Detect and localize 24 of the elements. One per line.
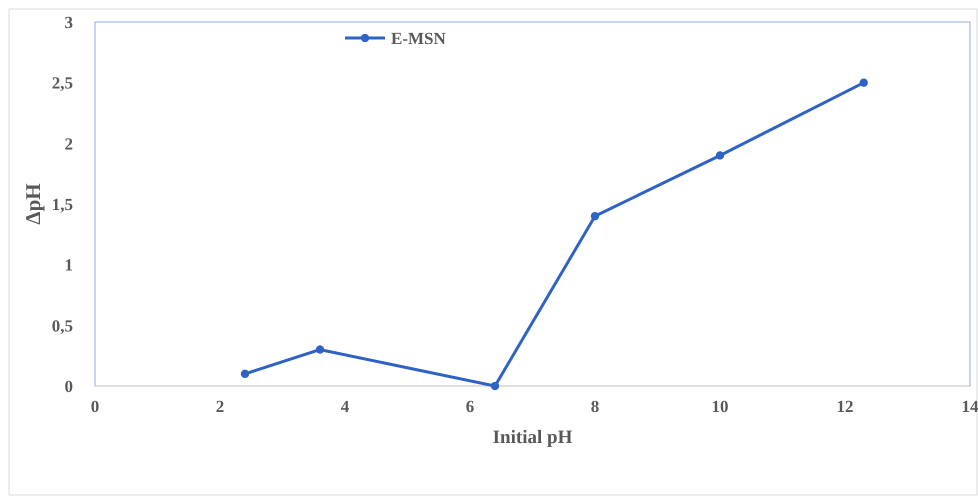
x-tick-label: 12 (836, 397, 854, 416)
y-tick-label: 1,5 (52, 195, 73, 214)
point (590, 212, 600, 220)
legend-label: E-MSN (391, 29, 446, 48)
y-tick-label: 2,5 (52, 74, 73, 93)
point (716, 151, 724, 160)
x-tick-label: 4 (340, 397, 350, 416)
x-tick-label: 0 (90, 397, 100, 416)
x-tick-label: 2 (216, 397, 224, 416)
x-tick-label: 10 (712, 397, 728, 416)
y-tick-label: 1 (64, 256, 73, 275)
y-axis-title: ΔpH (21, 183, 45, 225)
point (316, 345, 324, 354)
point (860, 78, 868, 87)
point (490, 382, 500, 390)
x-tick-label: 14 (962, 397, 978, 416)
x-tick-label: 6 (466, 397, 474, 416)
y-tick-label: 0 (64, 377, 73, 396)
y-tick-label: 3 (64, 13, 73, 32)
y-tick-label: 0,5 (52, 316, 73, 336)
x-tick-label: 8 (590, 397, 600, 416)
y-tick-label: 2 (64, 134, 73, 154)
x-axis-title: Initial pH (492, 427, 573, 448)
point (240, 370, 250, 378)
